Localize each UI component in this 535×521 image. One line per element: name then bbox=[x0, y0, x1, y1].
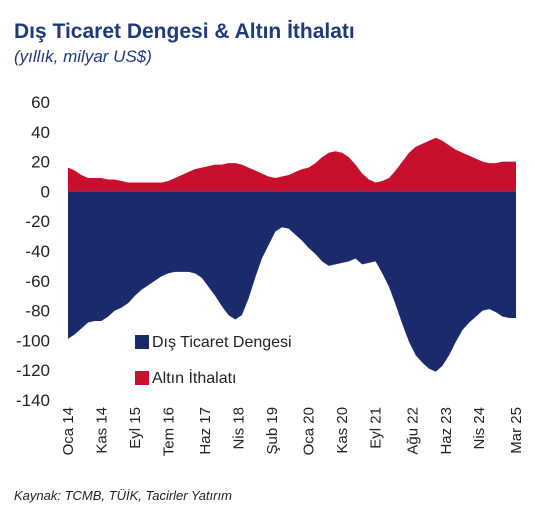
chart-subtitle: (yıllık, milyar US$) bbox=[14, 47, 152, 66]
x-tick-label: Haz 17 bbox=[197, 407, 214, 455]
legend: Dış Ticaret Dengesi Altın İthalatı bbox=[135, 334, 292, 387]
x-tick-label: Tem 16 bbox=[160, 407, 177, 456]
x-tick-label: Oca 14 bbox=[60, 407, 77, 455]
y-axis: 60 40 20 0 -20 -40 -60 -80 -100 -120 -140 bbox=[16, 93, 50, 410]
x-tick-label: Kas 14 bbox=[93, 407, 110, 454]
y-tick-label: -80 bbox=[25, 302, 50, 321]
x-tick-label: Oca 20 bbox=[301, 407, 318, 455]
trade-balance-area bbox=[68, 191, 516, 372]
legend-swatch-trade-balance bbox=[135, 335, 149, 349]
chart-title: Dış Ticaret Dengesi & Altın İthalatı bbox=[14, 20, 355, 43]
x-tick-label: Kas 20 bbox=[334, 407, 351, 454]
x-tick-label: Nis 18 bbox=[231, 407, 248, 450]
y-tick-label: -40 bbox=[25, 242, 50, 261]
x-tick-label: Ağu 22 bbox=[404, 407, 421, 455]
y-tick-label: 40 bbox=[31, 123, 50, 142]
legend-swatch-gold-imports bbox=[135, 371, 149, 385]
legend-label-gold-imports: Altın İthalatı bbox=[152, 368, 237, 387]
y-tick-label: -60 bbox=[25, 272, 50, 291]
chart-source: Kaynak: TCMB, TÜİK, Tacirler Yatırım bbox=[14, 488, 232, 503]
y-tick-label: 60 bbox=[31, 93, 50, 112]
x-tick-label: Haz 23 bbox=[438, 407, 455, 455]
x-tick-label: Eyl 15 bbox=[127, 407, 144, 449]
plot-areas bbox=[68, 137, 516, 372]
x-tick-label: Mar 25 bbox=[508, 407, 525, 454]
y-tick-label: -120 bbox=[16, 361, 50, 380]
y-tick-label: -20 bbox=[25, 212, 50, 231]
y-tick-label: -140 bbox=[16, 391, 50, 410]
legend-label-trade-balance: Dış Ticaret Dengesi bbox=[152, 334, 292, 351]
x-tick-label: Eyl 21 bbox=[368, 407, 385, 449]
x-tick-label: Nis 24 bbox=[471, 407, 488, 450]
y-tick-label: 0 bbox=[41, 182, 50, 201]
gold-imports-area bbox=[68, 137, 516, 192]
y-tick-label: -100 bbox=[16, 331, 50, 350]
y-tick-label: 20 bbox=[31, 153, 50, 172]
x-tick-label: Şub 19 bbox=[264, 407, 281, 455]
x-axis: Oca 14 Kas 14 Eyl 15 Tem 16 Haz 17 Nis 18 Şub … bbox=[60, 407, 525, 456]
